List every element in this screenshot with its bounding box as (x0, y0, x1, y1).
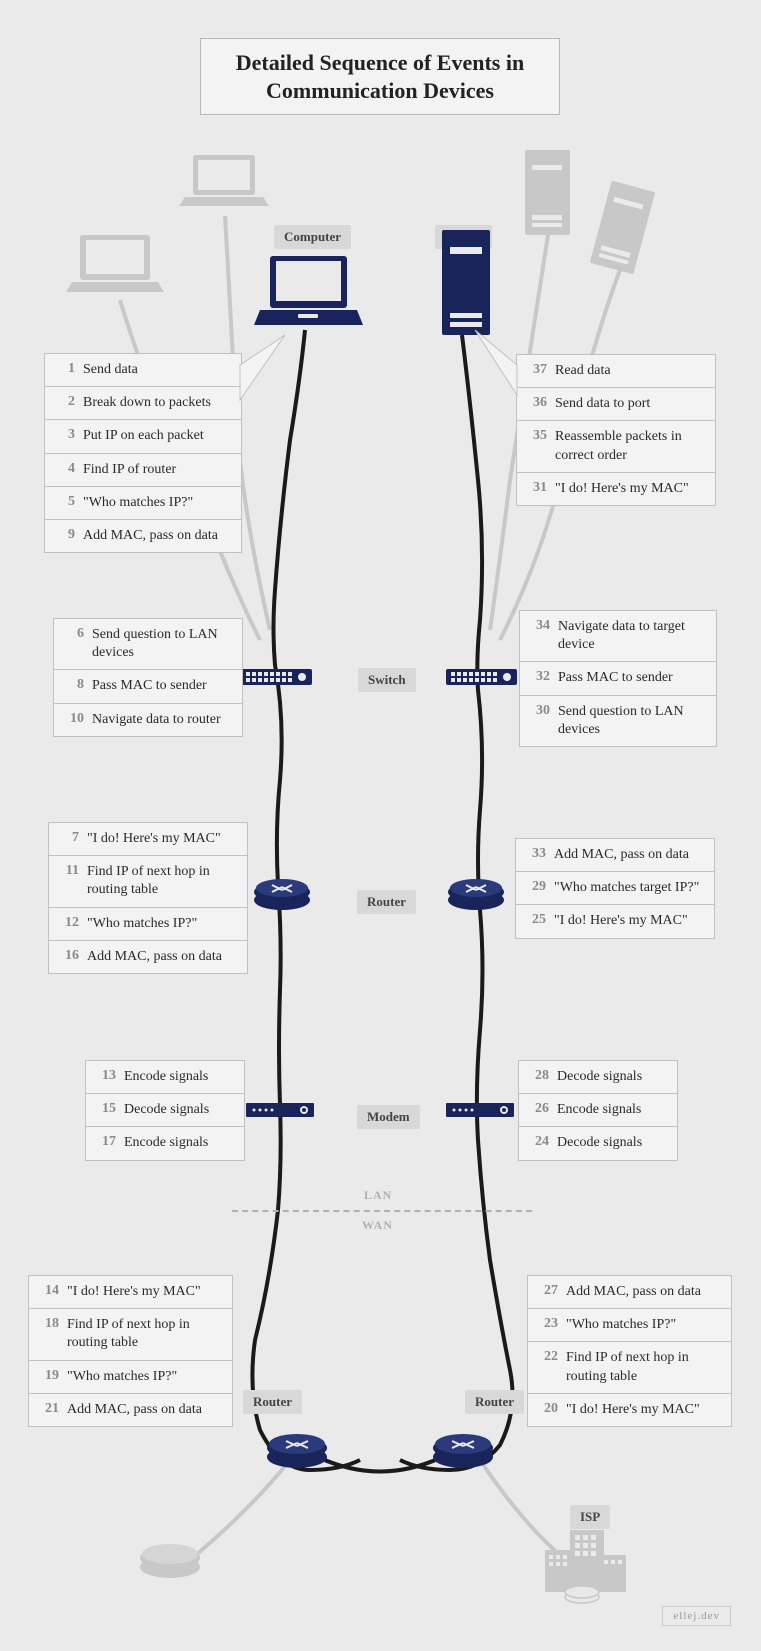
switch-left-icon (239, 663, 314, 691)
label-router-2r: Router (465, 1390, 524, 1414)
label-computer: Computer (274, 225, 351, 249)
router-left-icon (250, 870, 315, 915)
steps-server-right: 37Read data 36Send data to port 35Reasse… (516, 354, 716, 506)
server-icon (437, 225, 495, 340)
wan-label: WAN (362, 1218, 393, 1233)
ghost-server-2 (584, 175, 662, 281)
steps-router1-left: 7"I do! Here's my MAC" 11Find IP of next… (48, 822, 248, 974)
steps-switch-left: 6Send question to LAN devices 8Pass MAC … (53, 618, 243, 737)
steps-switch-right: 34Navigate data to target device 32Pass … (519, 610, 717, 747)
steps-router1-right: 33Add MAC, pass on data 29"Who matches t… (515, 838, 715, 939)
steps-modem-right: 28Decode signals 26Encode signals 24Deco… (518, 1060, 678, 1161)
modem-right-icon (444, 1098, 516, 1122)
steps-computer-left: 1Send data 2Break down to packets 3Put I… (44, 353, 242, 553)
ghost-server-1 (520, 145, 575, 240)
label-modem: Modem (357, 1105, 420, 1129)
computer-icon (250, 253, 365, 335)
steps-modem-left: 13Encode signals 15Decode signals 17Enco… (85, 1060, 245, 1161)
modem-left-icon (244, 1098, 316, 1122)
steps-router2-right: 27Add MAC, pass on data 23"Who matches I… (527, 1275, 732, 1427)
wan-router-right-icon (428, 1425, 498, 1473)
label-router-2l: Router (243, 1390, 302, 1414)
router-right-icon (444, 870, 509, 915)
credit: ellej.dev (662, 1606, 731, 1626)
diagram-title: Detailed Sequence of Events in Communica… (200, 38, 560, 115)
ghost-laptop-1 (60, 230, 170, 310)
lan-label: LAN (364, 1188, 392, 1203)
steps-router2-left: 14"I do! Here's my MAC" 18Find IP of nex… (28, 1275, 233, 1427)
ghost-router-icon (135, 1535, 205, 1583)
label-switch: Switch (358, 668, 416, 692)
wan-router-left-icon (262, 1425, 332, 1473)
isp-icon (540, 1525, 630, 1610)
label-router-1: Router (357, 890, 416, 914)
switch-right-icon (444, 663, 519, 691)
lanwan-divider (232, 1210, 532, 1212)
ghost-laptop-2 (175, 150, 275, 225)
